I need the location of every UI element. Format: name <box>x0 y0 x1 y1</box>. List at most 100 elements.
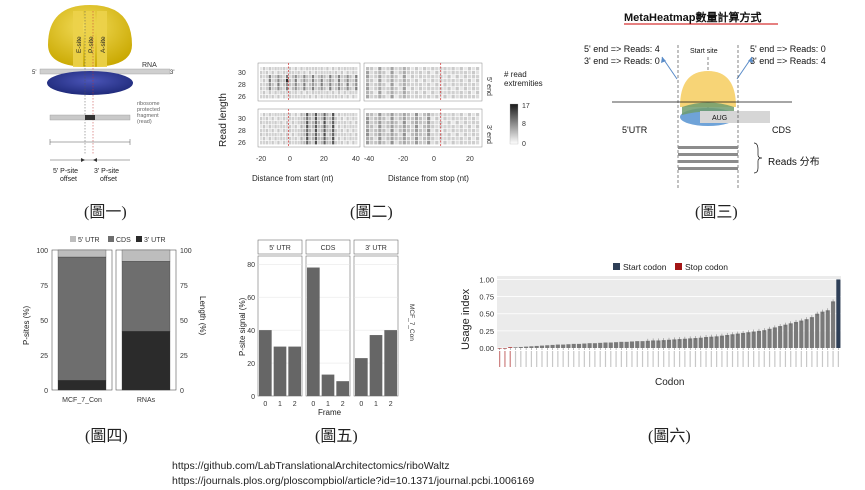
fig6-codon-label-placeholder <box>620 351 622 367</box>
heatmap-cell <box>326 75 329 79</box>
fig3-metaheatmap-diagram: MetaHeatmap數量計算方式 5' end => Reads: 4 3' … <box>584 10 826 190</box>
svg-text:5' end => Reads: 4: 5' end => Reads: 4 <box>584 44 660 54</box>
heatmap-cell <box>398 75 402 79</box>
fig6-codon-label-placeholder <box>567 351 570 367</box>
heatmap-cell <box>274 75 277 79</box>
heatmap-cell <box>475 71 480 75</box>
heatmap-cell <box>334 87 338 91</box>
heatmap-cell <box>370 133 374 137</box>
fig6-codon-label-placeholder <box>636 351 638 367</box>
fig5-xtick: 0 <box>359 401 363 408</box>
heatmap-cell <box>414 79 419 83</box>
heatmap-cell <box>288 121 292 125</box>
heatmap-cell <box>402 133 406 137</box>
heatmap-cell <box>343 121 346 125</box>
heatmap-cell <box>352 75 355 79</box>
heatmap-cell <box>410 133 415 137</box>
heatmap-cell <box>311 83 315 87</box>
heatmap-cell <box>265 129 269 133</box>
fig5-strip <box>305 239 351 255</box>
fig6-codon-label-placeholder <box>536 351 538 367</box>
heatmap-cell <box>390 71 394 75</box>
heatmap-cell <box>334 133 338 137</box>
heatmap-cell <box>323 125 326 129</box>
heatmap-cell <box>271 137 274 141</box>
fig6-ytick: 0.25 <box>479 327 494 336</box>
fig6-bar <box>587 343 592 348</box>
heatmap-cell <box>326 67 329 71</box>
heatmap-cell <box>463 67 467 71</box>
fig6-bar <box>518 346 523 348</box>
heatmap-cell <box>410 95 415 99</box>
heatmap-cell <box>262 83 266 87</box>
source-link-github[interactable]: https://github.com/LabTranslationalArchi… <box>172 460 450 472</box>
heatmap-cell <box>285 121 289 125</box>
heatmap-cell <box>291 71 295 75</box>
heatmap-cell <box>352 125 355 129</box>
heatmap-cell <box>370 137 374 141</box>
heatmap-cell <box>297 121 300 125</box>
fig6-bar <box>534 345 539 348</box>
heatmap-cell <box>343 137 346 141</box>
heatmap-cell <box>320 121 323 125</box>
fig4-bar-segment <box>57 380 107 391</box>
heatmap-cell <box>297 137 300 141</box>
heatmap-cell <box>398 67 402 71</box>
heatmap-cell <box>332 133 335 137</box>
svg-text:AUG: AUG <box>712 115 727 122</box>
fig6-codon-label-placeholder <box>726 351 728 367</box>
heatmap-cell <box>274 133 277 137</box>
heatmap-cell <box>320 113 323 117</box>
fig6-bar <box>778 326 783 348</box>
heatmap-cell <box>398 91 402 95</box>
fig6-codon-label-placeholder <box>673 351 675 367</box>
heatmap-cell <box>374 95 378 99</box>
heatmap-cell <box>427 71 431 75</box>
heatmap-cell <box>355 75 358 79</box>
heatmap-cell <box>260 79 263 83</box>
source-link-plos[interactable]: https://journals.plos.org/ploscompbiol/a… <box>172 475 535 487</box>
heatmap-cell <box>374 83 378 87</box>
heatmap-cell <box>447 67 451 71</box>
heatmap-cell <box>447 129 451 133</box>
fig6-bar <box>767 328 772 348</box>
heatmap-cell <box>306 75 309 79</box>
heatmap-cell <box>320 83 323 87</box>
heatmap-cell <box>418 83 423 87</box>
heatmap-cell <box>366 137 370 141</box>
fig6-codon-label-placeholder <box>557 351 559 367</box>
fig5-bar <box>384 330 397 396</box>
heatmap-cell <box>382 117 386 121</box>
heatmap-cell <box>463 117 467 121</box>
heatmap-cell <box>291 87 295 91</box>
heatmap-cell <box>332 95 335 99</box>
heatmap-cell <box>394 95 398 99</box>
heatmap-cell <box>340 67 344 71</box>
fragment-label: ribosome protected fragment (read) <box>137 101 160 125</box>
heatmap-cell <box>297 125 300 129</box>
heatmap-cell <box>471 79 476 83</box>
heatmap-cell <box>294 113 297 117</box>
heatmap-cell <box>303 125 306 129</box>
fig6-bar <box>820 311 825 348</box>
heatmap-cell <box>352 87 355 91</box>
fig6-codon-label-placeholder <box>774 351 776 367</box>
heatmap-cell <box>277 121 280 125</box>
heatmap-cell <box>355 87 358 91</box>
heatmap-cell <box>386 137 390 141</box>
heatmap-cell <box>471 133 476 137</box>
heatmap-cell <box>410 75 415 79</box>
heatmap-cell <box>300 125 303 129</box>
fig2-xtick-right: 20 <box>466 156 474 163</box>
heatmap-cell <box>447 75 451 79</box>
heatmap-cell <box>343 79 346 83</box>
heatmap-cell <box>418 75 423 79</box>
heatmap-cell <box>262 75 266 79</box>
heatmap-cell <box>274 91 277 95</box>
fig4-category-label: MCF_7_Con <box>62 397 102 404</box>
heatmap-cell <box>435 121 439 125</box>
heatmap-cell <box>285 79 289 83</box>
heatmap-cell <box>352 137 355 141</box>
heatmap-cell <box>326 117 329 121</box>
heatmap-cell <box>271 117 274 121</box>
